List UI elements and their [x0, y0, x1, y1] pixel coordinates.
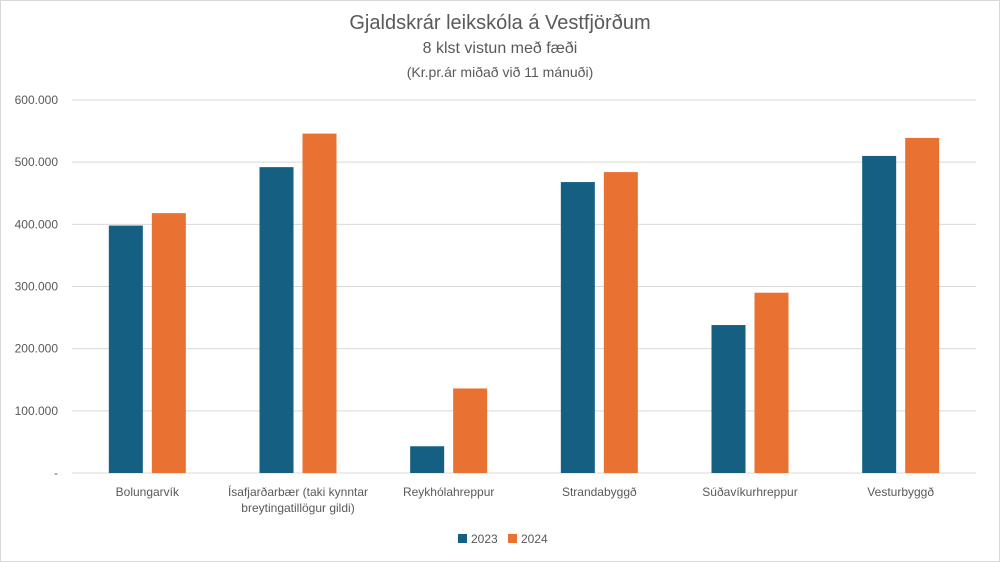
x-category-label: Súðavíkurhreppur	[702, 485, 797, 499]
legend: 2023 2024	[458, 532, 548, 546]
bar-2024-3	[603, 172, 638, 473]
y-axis: - 100.000 200.000 300.000 400.000 500.000 600.…	[15, 93, 59, 480]
x-category-label-line: Bolungarvík	[116, 485, 180, 499]
bar-2023-1	[259, 167, 294, 473]
y-tick-label: 600.000	[15, 93, 59, 107]
bar-2023-0	[108, 225, 143, 473]
x-category-label: Bolungarvík	[116, 485, 180, 499]
x-category-label-line: Vesturbyggð	[867, 485, 934, 499]
legend-label-2023: 2023	[471, 532, 498, 546]
x-category-label-line: Ísafjarðarbær (taki kynntar	[228, 484, 368, 499]
legend-label-2024: 2024	[521, 532, 548, 546]
legend-swatch-2024	[508, 534, 517, 543]
bar-2023-4	[711, 325, 746, 473]
bar-2024-0	[151, 213, 186, 474]
bars	[108, 133, 940, 474]
x-category-label-line: Reykhólahreppur	[403, 485, 494, 499]
y-tick-label: 500.000	[15, 155, 59, 169]
x-category-label: Ísafjarðarbær (taki kynntar breytingatill…	[228, 484, 368, 515]
chart-titles: Gjaldskrár leikskóla á Vestfjörðum 8 kls…	[0, 10, 1000, 82]
x-category-label: Vesturbyggð	[867, 485, 934, 499]
bar-2023-2	[410, 446, 445, 473]
chart-title: Gjaldskrár leikskóla á Vestfjörðum	[349, 12, 651, 34]
x-category-label: Strandabyggð	[562, 485, 637, 499]
chart-subtitle-units: (Kr.pr.ár miðað við 11 mánuði)	[406, 64, 594, 80]
y-tick-label: 200.000	[15, 342, 59, 356]
bar-2024-4	[754, 292, 789, 473]
x-category-label-line: breytingatillögur gildi)	[241, 501, 354, 515]
bar-2024-5	[905, 137, 940, 473]
bar-2023-5	[862, 155, 897, 473]
chart-subtitle: 8 klst vistun með fæði	[422, 40, 578, 57]
x-category-label: Reykhólahreppur	[403, 485, 494, 499]
x-category-label-line: Strandabyggð	[562, 485, 637, 499]
gridlines	[72, 99, 976, 474]
bar-2023-3	[560, 182, 595, 473]
bar-2024-2	[453, 388, 488, 473]
legend-swatch-2023	[458, 534, 467, 543]
x-category-label-line: Súðavíkurhreppur	[702, 485, 797, 499]
y-tick-label: 100.000	[15, 404, 59, 418]
y-tick-label: 400.000	[15, 217, 59, 231]
y-tick-label: -	[54, 466, 58, 480]
bar-2024-1	[302, 133, 337, 473]
y-tick-label: 300.000	[15, 280, 59, 294]
x-axis: Bolungarvík Ísafjarðarbær (taki kynntar br…	[116, 484, 935, 515]
